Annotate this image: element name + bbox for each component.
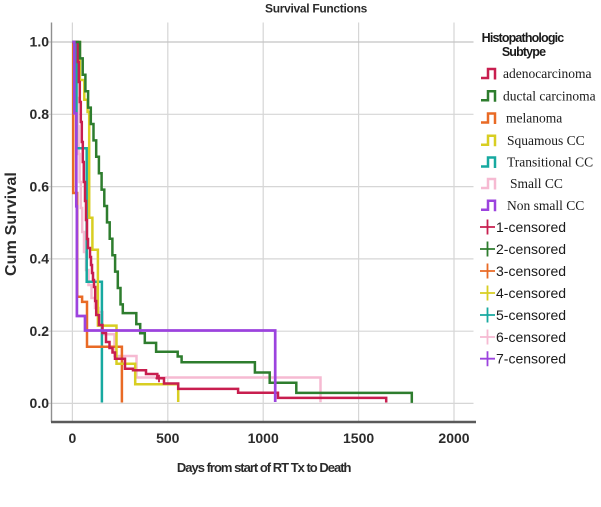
svg-text:0: 0 [69, 430, 77, 446]
svg-text:5-censored: 5-censored [496, 307, 566, 323]
svg-text:0.4: 0.4 [30, 251, 50, 267]
svg-text:0.6: 0.6 [30, 178, 50, 194]
svg-text:500: 500 [156, 430, 180, 446]
svg-text:Days from start of RT Tx to De: Days from start of RT Tx to Death [177, 460, 352, 475]
svg-text:4-censored: 4-censored [496, 285, 566, 301]
svg-text:0.8: 0.8 [30, 106, 50, 122]
svg-text:0.0: 0.0 [30, 395, 50, 411]
svg-text:Survival Functions: Survival Functions [265, 2, 368, 16]
svg-text:1000: 1000 [248, 430, 279, 446]
svg-text:2000: 2000 [438, 430, 469, 446]
svg-text:Cum Survival: Cum Survival [3, 172, 20, 276]
svg-text:0.2: 0.2 [30, 323, 50, 339]
svg-text:adenocarcinoma: adenocarcinoma [503, 66, 591, 81]
svg-text:Transitional CC: Transitional CC [507, 155, 593, 170]
svg-text:ductal carcinoma: ductal carcinoma [503, 88, 596, 103]
svg-text:7-censored: 7-censored [496, 351, 566, 367]
svg-text:1.0: 1.0 [30, 34, 50, 50]
svg-text:3-censored: 3-censored [496, 263, 566, 279]
svg-text:1-censored: 1-censored [496, 219, 566, 235]
svg-text:1500: 1500 [343, 430, 374, 446]
svg-text:Squamous CC: Squamous CC [507, 133, 585, 148]
svg-text:Histopathologic: Histopathologic [482, 31, 565, 45]
svg-text:6-censored: 6-censored [496, 329, 566, 345]
svg-text:melanoma: melanoma [506, 111, 562, 126]
svg-text:2-censored: 2-censored [496, 241, 566, 257]
svg-text:Non small CC: Non small CC [507, 198, 584, 213]
svg-text:Small CC: Small CC [510, 176, 563, 191]
svg-text:Subtype: Subtype [502, 45, 546, 59]
